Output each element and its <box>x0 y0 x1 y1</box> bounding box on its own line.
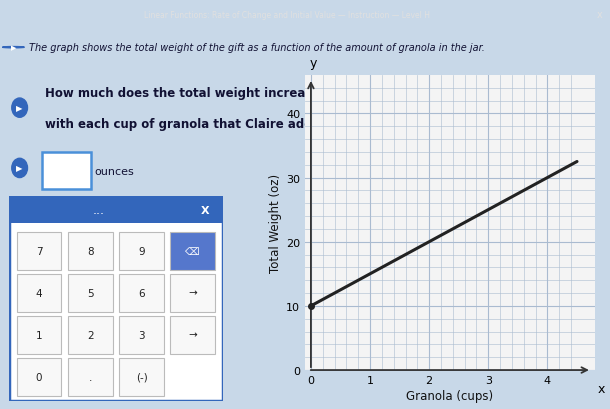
FancyBboxPatch shape <box>170 316 215 354</box>
Text: 3: 3 <box>138 330 145 340</box>
FancyBboxPatch shape <box>68 274 113 312</box>
Text: 1: 1 <box>36 330 42 340</box>
FancyBboxPatch shape <box>9 196 223 224</box>
Text: ▶: ▶ <box>16 164 23 173</box>
Text: Linear Functions: Rate of Change and Initial Value — Instruction — Level H: Linear Functions: Rate of Change and Ini… <box>144 11 429 20</box>
FancyBboxPatch shape <box>9 196 223 401</box>
Circle shape <box>2 47 24 49</box>
Text: x: x <box>597 10 603 20</box>
Text: 4: 4 <box>36 288 42 298</box>
Text: ▶: ▶ <box>11 45 16 51</box>
Y-axis label: Total Weight (oz): Total Weight (oz) <box>269 173 282 272</box>
FancyBboxPatch shape <box>68 316 113 354</box>
Circle shape <box>12 99 27 118</box>
FancyBboxPatch shape <box>170 274 215 312</box>
FancyBboxPatch shape <box>119 316 164 354</box>
Text: →: → <box>188 330 197 340</box>
FancyBboxPatch shape <box>16 358 62 396</box>
FancyBboxPatch shape <box>68 358 113 396</box>
FancyBboxPatch shape <box>42 153 92 189</box>
Text: 5: 5 <box>87 288 93 298</box>
FancyBboxPatch shape <box>119 232 164 270</box>
FancyBboxPatch shape <box>16 232 62 270</box>
Text: (-): (-) <box>135 372 148 382</box>
Text: How much does the total weight increase: How much does the total weight increase <box>45 86 320 99</box>
Text: ⌫: ⌫ <box>185 246 200 256</box>
FancyBboxPatch shape <box>119 358 164 396</box>
Text: x: x <box>598 382 605 395</box>
Text: The graph shows the total weight of the gift as a function of the amount of gran: The graph shows the total weight of the … <box>29 43 485 53</box>
FancyBboxPatch shape <box>68 232 113 270</box>
FancyBboxPatch shape <box>170 232 215 270</box>
Text: →: → <box>188 288 197 298</box>
Text: 7: 7 <box>36 246 42 256</box>
FancyBboxPatch shape <box>119 274 164 312</box>
X-axis label: Granola (cups): Granola (cups) <box>406 389 493 402</box>
Text: 8: 8 <box>87 246 93 256</box>
Text: 2: 2 <box>87 330 93 340</box>
Text: y: y <box>309 57 317 70</box>
Text: with each cup of granola that Claire adds?: with each cup of granola that Claire add… <box>45 117 326 130</box>
Text: 6: 6 <box>138 288 145 298</box>
FancyBboxPatch shape <box>16 274 62 312</box>
Text: ▶: ▶ <box>16 104 23 113</box>
Text: .: . <box>88 372 92 382</box>
Text: X: X <box>201 205 210 215</box>
Text: ...: ... <box>93 204 105 217</box>
Text: ounces: ounces <box>94 166 134 176</box>
Text: 0: 0 <box>36 372 42 382</box>
Circle shape <box>12 159 27 178</box>
FancyBboxPatch shape <box>16 316 62 354</box>
Text: 9: 9 <box>138 246 145 256</box>
